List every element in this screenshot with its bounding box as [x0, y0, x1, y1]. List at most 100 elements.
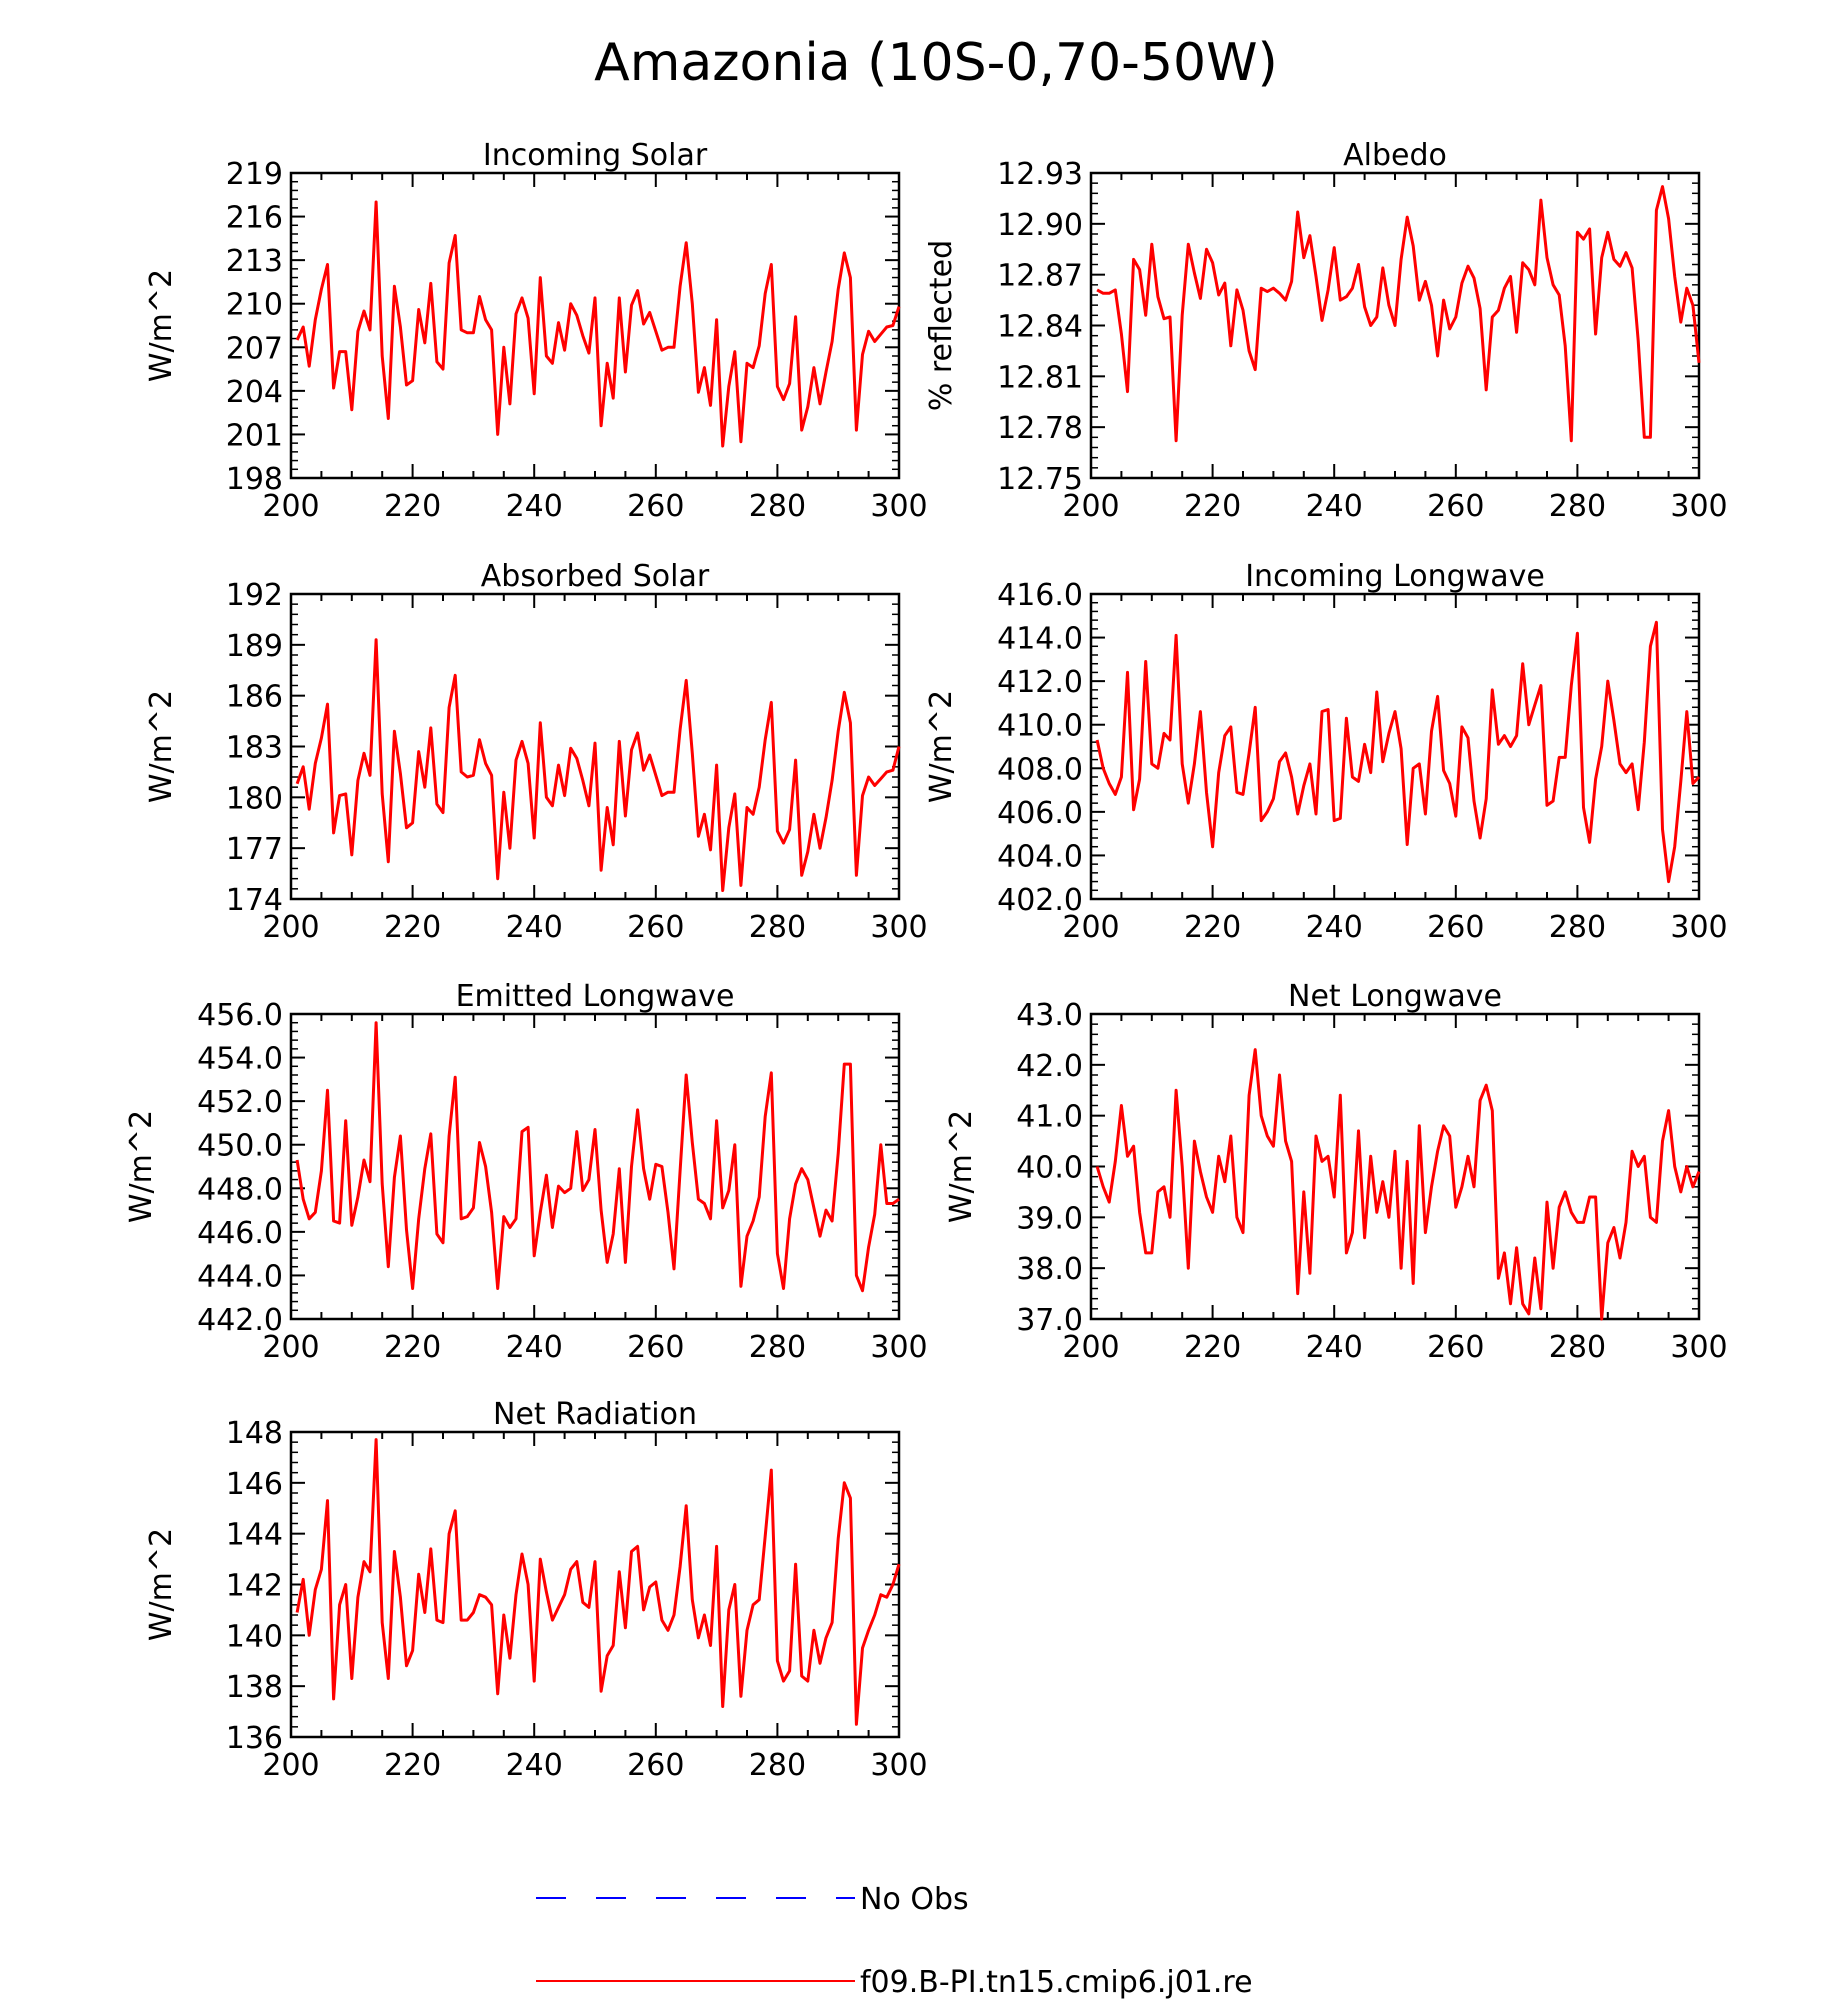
x-tick-label: 300 — [1670, 1330, 1727, 1365]
x-tick-label: 220 — [384, 910, 441, 945]
x-tick-label: 300 — [870, 1330, 927, 1365]
x-tick-label: 300 — [1670, 489, 1727, 524]
legend-model-label: f09.B-PI.tn15.cmip6.j01.re — [860, 1965, 1253, 2000]
chart-absorbed-solar: Absorbed Solar 200 220 240 260 280 300 174 177 18… — [144, 559, 928, 945]
x-tick-label: 280 — [749, 910, 806, 945]
x-tick-label: 220 — [1184, 1330, 1241, 1365]
chart-net-radiation: Net Radiation 200 220 240 260 280 300 136 138 140… — [144, 1397, 928, 1783]
y-tick-label: 410.0 — [997, 709, 1083, 744]
x-tick-label: 220 — [384, 489, 441, 524]
x-tick-label: 260 — [1427, 1330, 1484, 1365]
y-tick-label: 408.0 — [997, 752, 1083, 787]
x-tick-label: 260 — [627, 1748, 684, 1783]
y-tick-label: 177 — [226, 832, 283, 867]
y-tick-label: 452.0 — [197, 1085, 283, 1120]
y-tick-label: 412.0 — [997, 665, 1083, 700]
x-tick-label: 220 — [384, 1748, 441, 1783]
panel-title: Incoming Solar — [483, 138, 708, 173]
y-tick-label: 186 — [226, 680, 283, 715]
x-tick-label: 240 — [1306, 1330, 1363, 1365]
y-axis-label: W/m^2 — [144, 1528, 179, 1641]
x-tick-label: 200 — [262, 910, 319, 945]
series-line-f09-b-pi-tn15-cmip6-j01-re — [1095, 1048, 1701, 1321]
y-tick-label: 43.0 — [1016, 998, 1083, 1033]
y-tick-label: 406.0 — [997, 796, 1083, 831]
y-tick-label: 201 — [226, 418, 283, 453]
series-line-f09-b-pi-tn15-cmip6-j01-re — [295, 638, 901, 892]
x-tick-label: 200 — [262, 1330, 319, 1365]
x-tick-label: 280 — [749, 489, 806, 524]
x-tick-label: 300 — [870, 910, 927, 945]
y-tick-label: 174 — [226, 883, 283, 918]
y-tick-label: 12.78 — [997, 411, 1083, 446]
x-tick-label: 280 — [749, 1330, 806, 1365]
y-tick-label: 138 — [226, 1670, 283, 1705]
y-axis-label: W/m^2 — [944, 1110, 979, 1223]
y-tick-label: 12.75 — [997, 462, 1083, 497]
x-tick-label: 240 — [1306, 489, 1363, 524]
y-tick-label: 416.0 — [997, 578, 1083, 613]
y-tick-label: 39.0 — [1016, 1201, 1083, 1236]
y-tick-label: 442.0 — [197, 1303, 283, 1338]
panel-title: Incoming Longwave — [1245, 559, 1545, 594]
x-tick-label: 240 — [506, 910, 563, 945]
x-tick-label: 220 — [1184, 910, 1241, 945]
series-line-f09-b-pi-tn15-cmip6-j01-re — [1095, 620, 1701, 884]
x-tick-label: 260 — [1427, 910, 1484, 945]
x-tick-label: 300 — [870, 1748, 927, 1783]
y-tick-label: 210 — [226, 288, 283, 323]
y-tick-label: 450.0 — [197, 1129, 283, 1164]
y-tick-label: 213 — [226, 244, 283, 279]
panel-title: Net Radiation — [493, 1397, 697, 1432]
x-tick-label: 240 — [506, 1330, 563, 1365]
y-tick-label: 12.87 — [997, 259, 1083, 294]
chart-albedo: Albedo 200 220 240 260 280 300 12.75 12.78 12.81 1… — [924, 138, 1728, 524]
y-tick-label: 216 — [226, 201, 283, 236]
y-axis-label: W/m^2 — [924, 690, 959, 803]
y-tick-label: 42.0 — [1016, 1049, 1083, 1084]
x-tick-label: 220 — [1184, 489, 1241, 524]
x-tick-label: 200 — [1062, 489, 1119, 524]
y-tick-label: 444.0 — [197, 1259, 283, 1294]
series-line-f09-b-pi-tn15-cmip6-j01-re — [295, 200, 901, 448]
y-tick-label: 192 — [226, 578, 283, 613]
x-tick-label: 200 — [1062, 1330, 1119, 1365]
x-tick-label: 300 — [1670, 910, 1727, 945]
x-tick-label: 280 — [749, 1748, 806, 1783]
x-tick-label: 240 — [506, 489, 563, 524]
y-tick-label: 219 — [226, 157, 283, 192]
y-tick-label: 180 — [226, 781, 283, 816]
y-tick-label: 136 — [226, 1721, 283, 1756]
x-tick-label: 260 — [627, 489, 684, 524]
y-axis-label: W/m^2 — [144, 269, 179, 382]
y-tick-label: 146 — [226, 1467, 283, 1502]
y-tick-label: 402.0 — [997, 883, 1083, 918]
chart-net-longwave: Net Longwave 200 220 240 260 280 300 37.0 38.0 39… — [944, 979, 1728, 1365]
x-tick-label: 260 — [1427, 489, 1484, 524]
y-axis-label: % reflected — [924, 240, 959, 411]
x-tick-label: 240 — [1306, 910, 1363, 945]
y-tick-label: 12.90 — [997, 208, 1083, 243]
x-tick-label: 280 — [1549, 489, 1606, 524]
y-tick-label: 189 — [226, 629, 283, 664]
y-tick-label: 41.0 — [1016, 1100, 1083, 1135]
series-line-f09-b-pi-tn15-cmip6-j01-re — [1096, 185, 1701, 443]
y-tick-label: 40.0 — [1016, 1151, 1083, 1186]
y-tick-label: 454.0 — [197, 1042, 283, 1077]
x-tick-label: 280 — [1549, 910, 1606, 945]
y-tick-label: 142 — [226, 1569, 283, 1604]
x-tick-label: 260 — [627, 1330, 684, 1365]
y-tick-label: 144 — [226, 1518, 283, 1553]
y-tick-label: 140 — [226, 1619, 283, 1654]
y-tick-label: 38.0 — [1016, 1252, 1083, 1287]
x-tick-label: 200 — [262, 1748, 319, 1783]
x-tick-label: 200 — [1062, 910, 1119, 945]
series-line-f09-b-pi-tn15-cmip6-j01-re — [295, 1438, 901, 1726]
panel-title: Albedo — [1343, 138, 1447, 173]
chart-panels: Incoming Solar 200 220 240 260 280 300 198 201 20… — [124, 138, 1728, 1783]
panel-title: Emitted Longwave — [456, 979, 735, 1014]
y-tick-label: 404.0 — [997, 839, 1083, 874]
y-tick-label: 446.0 — [197, 1216, 283, 1251]
y-tick-label: 37.0 — [1016, 1303, 1083, 1338]
series-line-f09-b-pi-tn15-cmip6-j01-re — [295, 1021, 900, 1293]
